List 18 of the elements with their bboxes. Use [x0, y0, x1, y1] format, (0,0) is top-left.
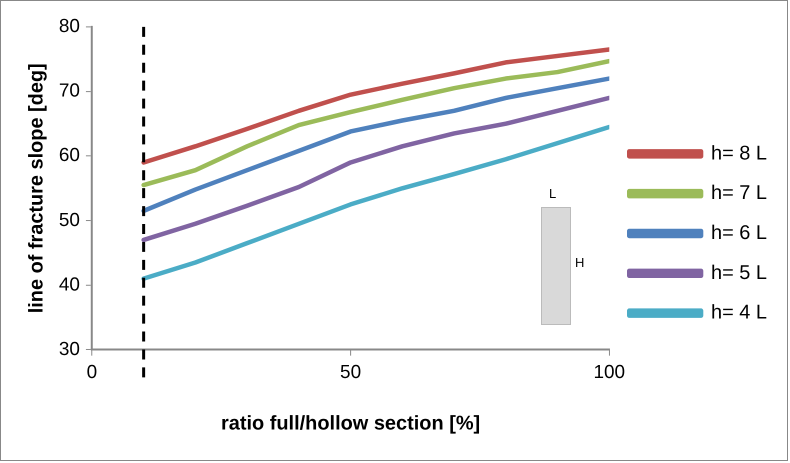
legend-label: h= 4 L	[711, 302, 768, 324]
legend-label: h= 8 L	[711, 142, 768, 164]
y-tick-label: 80	[58, 16, 80, 38]
y-tick-label: 50	[58, 210, 80, 231]
annotation: H	[575, 255, 584, 270]
y-axis-title: line of fracture slope [deg]	[25, 63, 48, 314]
legend-label: h= 7 L	[711, 182, 768, 204]
x-tick-label: 100	[593, 362, 626, 384]
legend-label: h= 6 L	[711, 222, 768, 244]
x-axis-title: ratio full/hollow section [%]	[220, 412, 480, 435]
y-tick-label: 70	[58, 80, 80, 102]
y-tick-label: 40	[58, 274, 80, 296]
x-tick-label: 50	[340, 362, 362, 384]
y-tick-label: 60	[58, 145, 80, 166]
legend-label: h= 5 L	[711, 262, 768, 284]
y-tick-label: 30	[58, 338, 80, 360]
annotation: L	[549, 186, 556, 201]
x-tick-label: 0	[86, 362, 98, 384]
